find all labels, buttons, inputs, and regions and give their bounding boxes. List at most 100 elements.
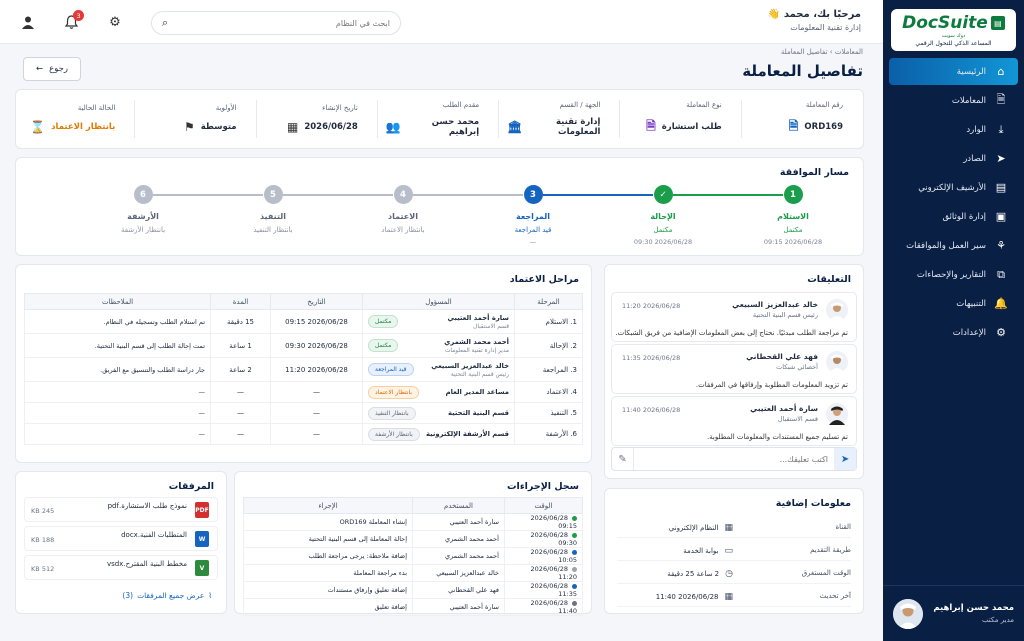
back-label: رجوع	[49, 64, 68, 74]
sidebar-item-5[interactable]: إدارة الوثائق ▣	[889, 203, 1018, 230]
file-number-icon: 🗎	[788, 118, 799, 133]
log-time: 2026/06/28 09:15	[530, 514, 577, 530]
paperclip-icon: ⌇	[208, 591, 212, 600]
extra-value: 2 ساعة 25 دقيقة	[667, 570, 720, 578]
column-header: المدة	[210, 293, 271, 310]
sidebar-item-4[interactable]: الأرشيف الإلكتروني ▤	[889, 174, 1018, 201]
settings-gear-icon[interactable]: ⚙	[109, 14, 121, 30]
sidebar-item-1[interactable]: المعاملات 🗎	[889, 87, 1018, 114]
attachment-item[interactable]: V مخطط البنية المقترح.vsdx 512 KB	[24, 555, 218, 580]
table-row[interactable]: 3. المراجعة خالد عبدالعزيز السبيعي رئيس قس…	[24, 357, 583, 382]
attachment-item[interactable]: PDF نموذج طلب الاستشارة.pdf 245 KB	[24, 497, 218, 522]
breadcrumb-separator: ›	[829, 48, 833, 56]
info-label: رقم المعاملة	[805, 100, 843, 109]
sidebar-user[interactable]: محمد حسن إبراهيم مدير مكتب	[883, 585, 1024, 641]
path-step-6[interactable]: 6 الأرشفة بانتظار الأرشفة	[83, 185, 203, 238]
main-area: مرحبًا بك، محمد 👋 إدارة تقنية المعلومات …	[0, 0, 883, 616]
workflow-icon: ⚘	[996, 239, 1006, 252]
table-row[interactable]: 2. الإحالة أحمد محمد الشمري مدير إدارة تقن…	[24, 333, 583, 358]
table-row[interactable]: 2026/06/28 09:30 أحمد محمد الشمري إحالة ال…	[243, 530, 583, 548]
extra-info-row: طريقة التقديم ▭ بوابة الخدمة	[617, 539, 851, 561]
breadcrumb: المعاملات › تفاصيل المعاملة	[781, 48, 863, 56]
attachment-item[interactable]: W المتطلبات الفنية.docx 188 KB	[24, 526, 218, 551]
sidebar-item-label: المعاملات	[951, 95, 986, 106]
search-input[interactable]	[168, 18, 390, 28]
comment-item[interactable]: سارة أحمد العتيبي قسم الاستقبال 2026/06/28…	[611, 396, 857, 446]
stages-title: مراحل الاعتماد	[509, 274, 579, 285]
table-row[interactable]: 2026/06/28 11:35 فهد علي القحطاني إضافة تع…	[243, 581, 583, 599]
info-value: ORD169	[804, 122, 843, 132]
view-all-attachments-link[interactable]: ⌇ عرض جميع المرفقات (3)	[122, 591, 212, 600]
log-time: 2026/06/28 11:20	[530, 565, 577, 581]
note-cell: —	[24, 381, 211, 403]
comment-input[interactable]	[634, 454, 834, 464]
path-step-4[interactable]: 4 الاعتماد بانتظار الاعتماد	[343, 185, 463, 238]
sidebar-item-6[interactable]: سير العمل والموافقات ⚘	[889, 232, 1018, 259]
info-value: بانتظار الاعتماد	[51, 122, 116, 132]
table-row[interactable]: 6. الأرشفة قسم الأرشفة الإلكترونية بانتظار…	[24, 423, 583, 445]
chart-icon: ⧉	[997, 267, 1005, 281]
column-header: المرحلة	[514, 293, 583, 310]
table-row[interactable]: 2026/06/28 11:40 سارة أحمد العتيبي إضافة ت…	[243, 598, 583, 616]
duration-cell: 15 دقيقة	[210, 309, 271, 334]
table-row[interactable]: 2026/06/28 09:15 سارة أحمد العتيبي إنشاء ا…	[243, 513, 583, 531]
notifications-bell-icon[interactable]: 3	[62, 10, 84, 31]
comment-time: 2026/06/28 11:20	[622, 302, 681, 310]
sidebar-item-8[interactable]: التنبيهات 🔔	[889, 290, 1018, 317]
info-value: 2026/06/28	[304, 122, 358, 132]
approval-path-title: مسار الموافقة	[779, 167, 849, 178]
path-step-2[interactable]: ✓ الإحالة مكتمل 2026/06/28 09:30	[603, 185, 723, 246]
search-box[interactable]: ⌕	[151, 11, 401, 35]
path-step-3[interactable]: 3 المراجعة قيد المراجعة —	[473, 185, 593, 246]
send-comment-icon[interactable]: ➤	[834, 448, 856, 470]
table-row[interactable]: 1. الاستلام سارة أحمد العتيبي قسم الاستقبا…	[24, 309, 583, 334]
step-circle: 4	[393, 185, 413, 204]
file-type-icon: W	[195, 531, 209, 547]
step-status: بانتظار التنفيذ	[253, 226, 293, 234]
user-cell: سارة أحمد العتيبي	[412, 598, 505, 616]
table-row[interactable]: 2026/06/28 11:20 خالد عبدالعزيز السبيعي بد…	[243, 564, 583, 582]
table-row[interactable]: 2026/06/28 10:05 أحمد محمد الشمري إضافة مل…	[243, 547, 583, 565]
sidebar-item-9[interactable]: الإعدادات ⚙	[889, 319, 1018, 346]
info-value-row: 2026/06/28 ▦	[265, 120, 358, 134]
path-step-1[interactable]: 1 الاستلام مكتمل 2026/06/28 09:15	[733, 185, 853, 246]
building-icon: 🏛	[507, 120, 523, 134]
sidebar-item-label: الرئيسية	[956, 66, 986, 77]
users-icon: 👥	[385, 120, 401, 134]
search-icon[interactable]: ⌕	[162, 16, 169, 29]
step-status: بانتظار الاعتماد	[381, 226, 425, 234]
status-badge: مكتمل	[368, 339, 399, 352]
comment-time: 2026/06/28 11:35	[622, 354, 681, 362]
commenter-name: سارة أحمد العتيبي	[750, 404, 818, 413]
file-size: 512 KB	[31, 565, 55, 573]
table-row[interactable]: 5. التنفيذ قسم البنية التحتية بانتظار التن…	[24, 402, 583, 424]
owner-cell: قسم الأرشفة الإلكترونية بانتظار الأرشفة	[362, 423, 515, 445]
attach-paperclip-icon[interactable]: ✎	[612, 448, 634, 470]
info-divider	[376, 100, 378, 138]
commenter-role: رئيس قسم البنية التحتية	[752, 311, 818, 319]
profile-user-icon[interactable]	[19, 13, 37, 31]
info-label: الحالة الحالية	[77, 104, 116, 112]
info-label: الأولوية	[215, 104, 237, 112]
send-icon: ➤	[996, 152, 1006, 165]
sidebar-item-0[interactable]: الرئيسية ⌂	[889, 58, 1018, 85]
sidebar-item-2[interactable]: الوارد ⤓	[889, 116, 1018, 143]
page-title: تفاصيل المعاملة	[742, 62, 863, 80]
owner-name: مساعد المدير العام	[445, 388, 509, 396]
back-button[interactable]: رجوع ←	[23, 57, 81, 81]
docsuite-logo[interactable]: DocSuite ▤ دوك سويت المساعد الذكي للتحول…	[891, 9, 1016, 51]
info-divider	[740, 100, 742, 138]
table-row[interactable]: 4. الاعتماد مساعد المدير العام بانتظار الا…	[24, 381, 583, 403]
step-date: —	[529, 238, 537, 246]
breadcrumb-root[interactable]: المعاملات	[834, 48, 863, 56]
greeting: مرحبًا بك، محمد 👋 إدارة تقنية المعلومات	[768, 9, 861, 32]
monitor-icon: ▭	[724, 546, 733, 556]
comment-item[interactable]: خالد عبدالعزيز السبيعي رئيس قسم البنية ال…	[611, 292, 857, 342]
time-cell: 2026/06/28 09:15	[504, 513, 583, 531]
path-step-5[interactable]: 5 التنفيذ بانتظار التنفيذ	[213, 185, 333, 238]
comment-item[interactable]: فهد علي القحطاني أخصائي شبكات 2026/06/28 1…	[611, 344, 857, 394]
sidebar-item-7[interactable]: التقارير والإحصاءات ⧉	[889, 261, 1018, 288]
sidebar-item-3[interactable]: الصادر ➤	[889, 145, 1018, 172]
extra-value-row: ▦ 2026/06/28 11:40	[656, 592, 733, 602]
sidebar-item-label: سير العمل والموافقات	[906, 240, 986, 251]
